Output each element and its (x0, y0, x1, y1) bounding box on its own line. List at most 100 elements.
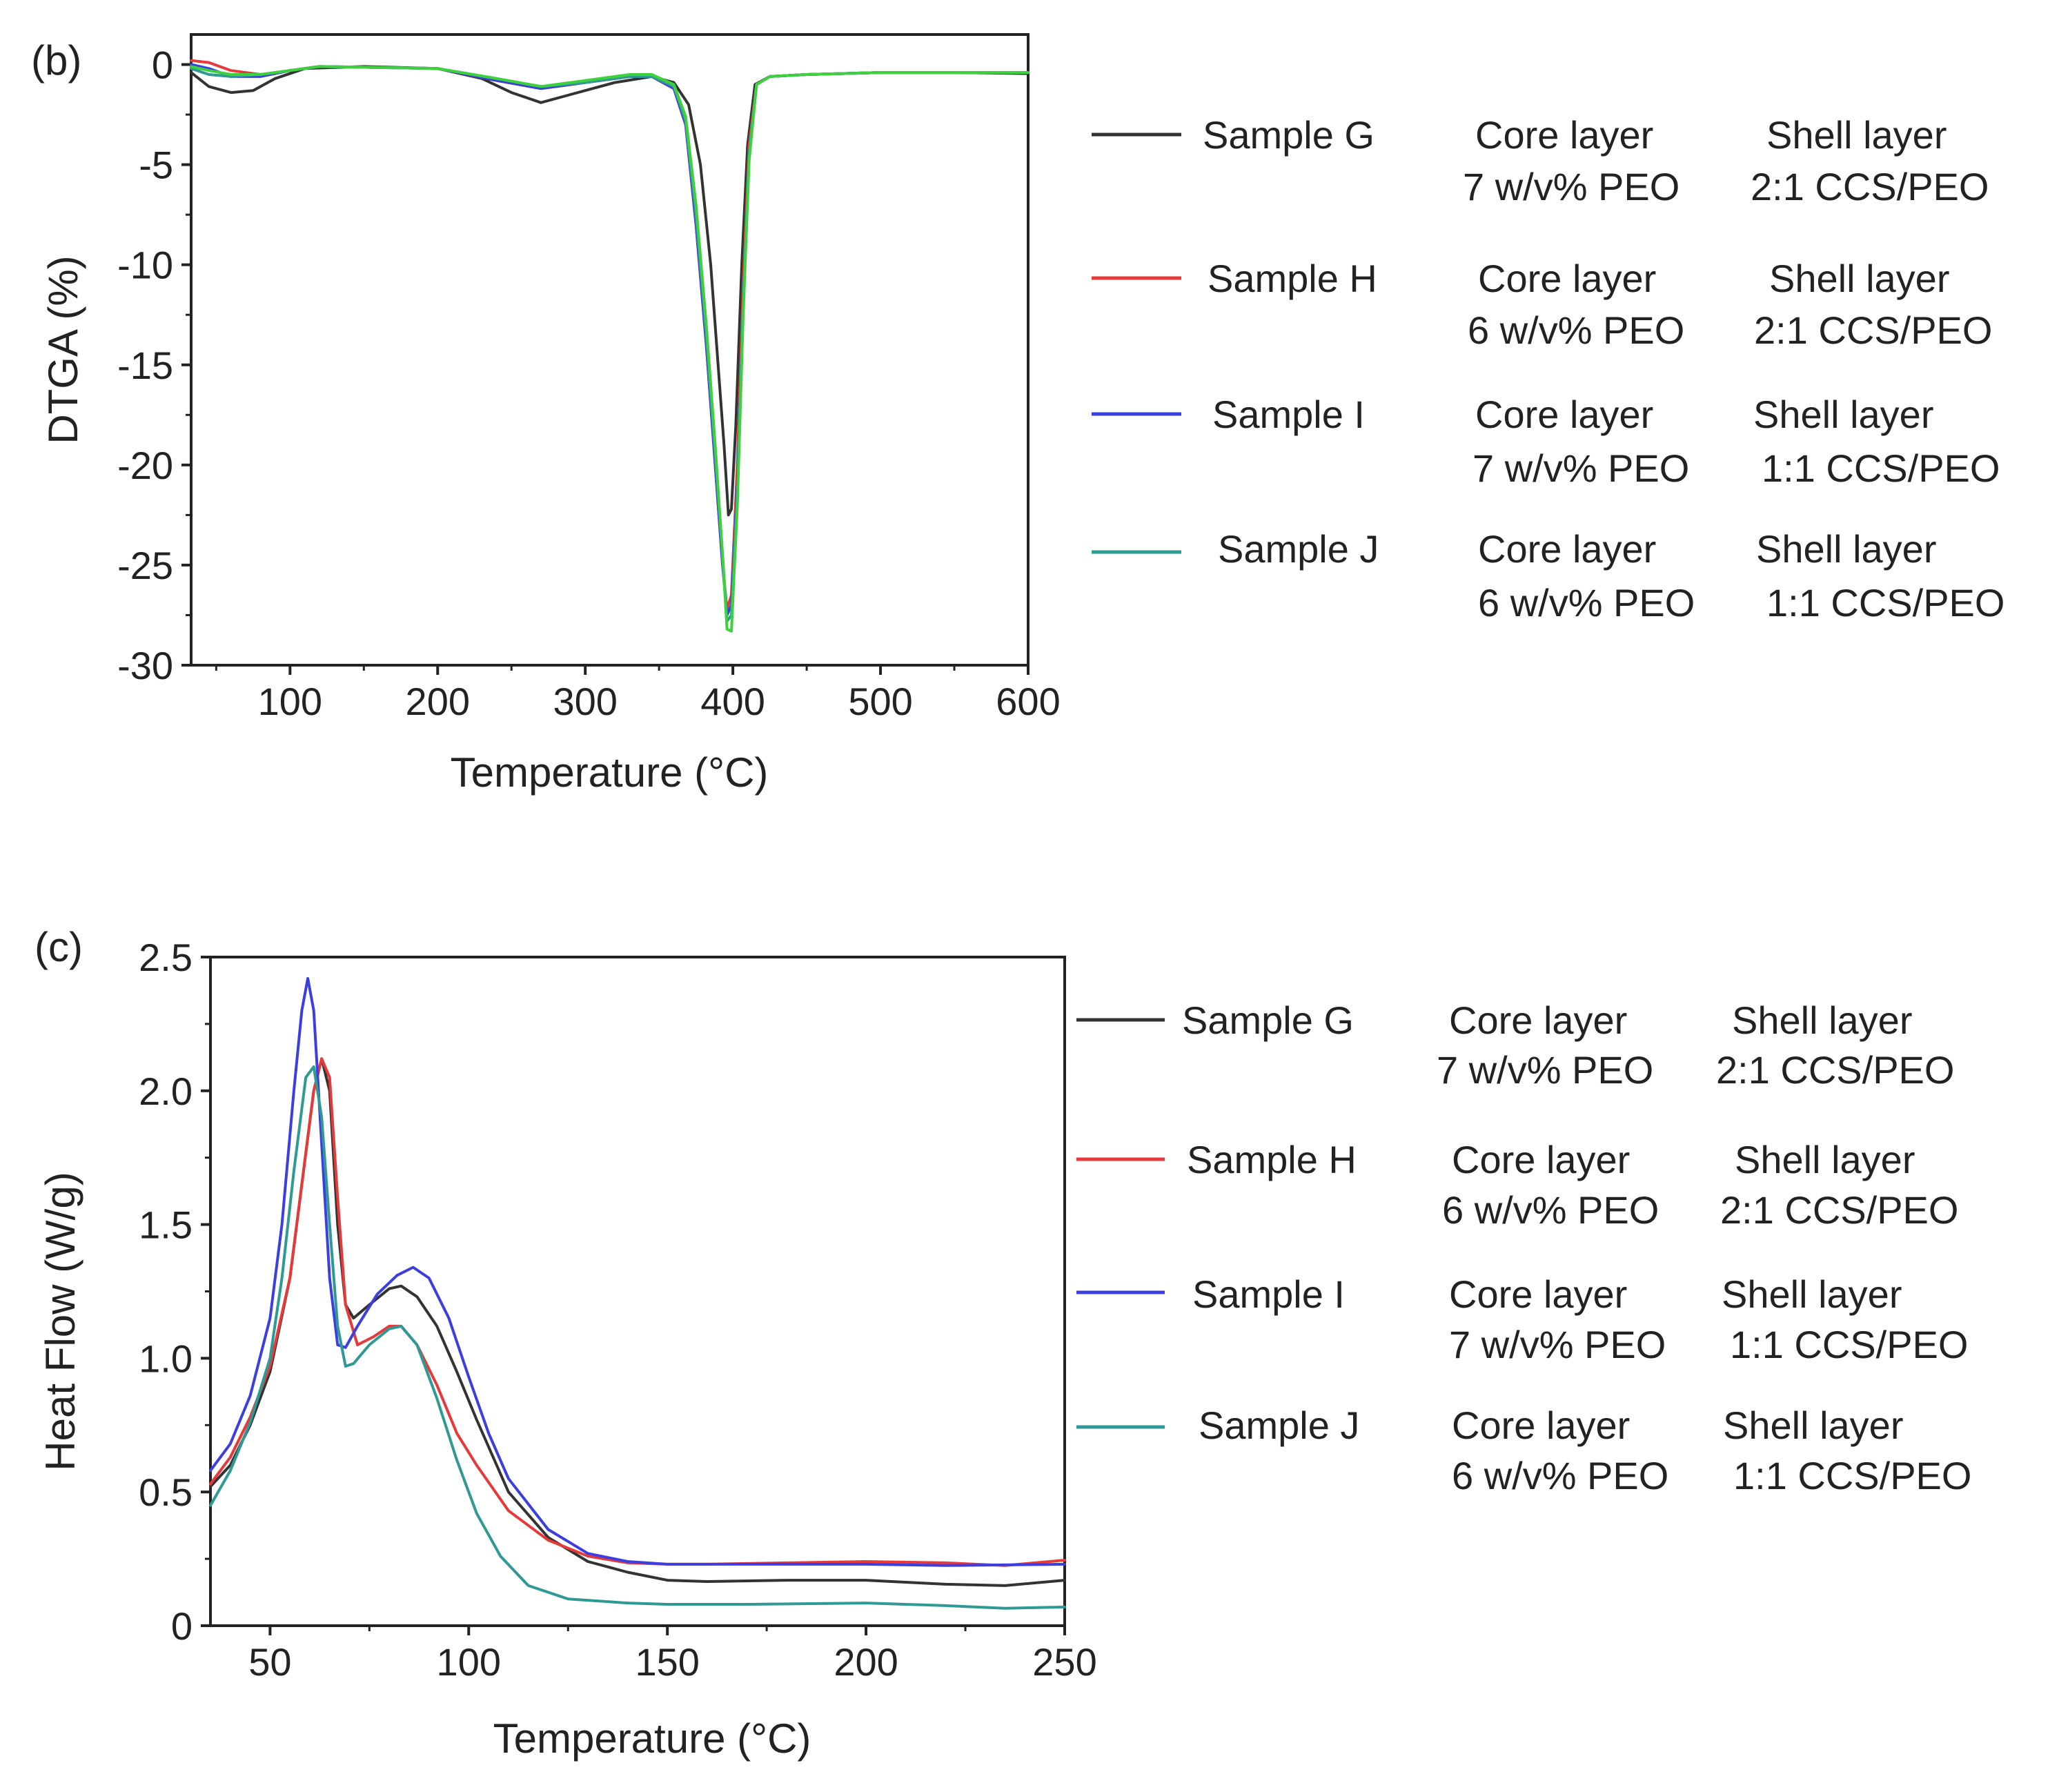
panel-b-legend-core-title: Core layer (1478, 527, 1656, 571)
panel-c-legend-core-value: 7 w/v% PEO (1437, 1048, 1653, 1092)
panel-c-plot-frame (209, 956, 1066, 1627)
panel-c-x-axis-title: Temperature (°C) (493, 1715, 811, 1762)
panel-b-y-axis: 0 -5 -10 -15 -20 -25 -30 (117, 43, 191, 687)
b-x-tick-label: 500 (848, 680, 912, 723)
panel-b-legend-core-value: 7 w/v% PEO (1463, 165, 1679, 208)
panel-b-x-axis: 100 200 300 400 500 600 (215, 665, 1061, 723)
panel-b-legend-item: Sample J Core layer 6 w/v% PEO Shell lay… (1092, 527, 2004, 624)
panel-c-series (209, 977, 1066, 1610)
panel-b-legend-item: Sample H Core layer 6 w/v% PEO Shell lay… (1092, 257, 1992, 352)
panel-c-label: (c) (35, 924, 83, 970)
panel-c-legend-shell-value: 2:1 CCS/PEO (1716, 1048, 1954, 1092)
panel-c-legend-core-value: 6 w/v% PEO (1442, 1188, 1659, 1232)
panel-b-legend-name: Sample I (1212, 393, 1365, 436)
panel-b-legend-shell-value: 2:1 CCS/PEO (1754, 308, 1992, 352)
panel-b-y-axis-title: DTGA (%) (40, 255, 86, 444)
c-y-tick-label: 2.5 (139, 936, 193, 979)
panel-c-legend-item: Sample I Core layer 7 w/v% PEO Shell lay… (1076, 1272, 1968, 1366)
panel-c-legend-name: Sample G (1182, 998, 1354, 1042)
panel-b-legend: Sample G Core layer 7 w/v% PEO Shell lay… (1092, 113, 2004, 624)
panel-c-legend-core-title: Core layer (1449, 998, 1627, 1042)
b-y-tick-label: -15 (117, 344, 173, 387)
b-y-tick-label: -25 (117, 544, 173, 587)
panel-c-legend-name: Sample J (1199, 1404, 1359, 1447)
b-x-tick-label: 400 (700, 680, 765, 723)
c-x-tick-label: 100 (437, 1640, 501, 1684)
panel-b-legend-core-value: 6 w/v% PEO (1468, 308, 1684, 352)
panel-c-legend-name: Sample I (1192, 1272, 1345, 1316)
panel-b-legend-shell-value: 2:1 CCS/PEO (1751, 165, 1989, 208)
c-x-tick-label: 150 (635, 1640, 699, 1684)
c-series-line-sample-j (209, 1065, 1066, 1610)
b-series-line-sample-j (190, 65, 1030, 623)
panel-c-legend-shell-value: 1:1 CCS/PEO (1730, 1323, 1968, 1366)
panel-c-legend-shell-title: Shell layer (1723, 1404, 1903, 1447)
panel-c-legend-shell-title: Shell layer (1722, 1272, 1902, 1316)
panel-b-legend-shell-title: Shell layer (1766, 113, 1947, 157)
panel-c-legend-core-title: Core layer (1452, 1404, 1630, 1447)
c-series-line-sample-h (209, 1057, 1066, 1567)
panel-b-legend-name: Sample G (1203, 113, 1375, 157)
panel-b-legend-core-title: Core layer (1475, 393, 1653, 436)
panel-c-legend-shell-title: Shell layer (1732, 998, 1912, 1042)
panel-c-legend-shell-title: Shell layer (1735, 1138, 1915, 1181)
panel-b-plot-frame (190, 33, 1030, 667)
panel-c-x-axis: 50 100 150 200 250 (248, 1626, 1097, 1684)
b-x-tick-label: 200 (406, 680, 470, 723)
b-x-tick-label: 600 (996, 680, 1060, 723)
b-series-line-sample-g (190, 65, 1030, 517)
c-x-tick-label: 200 (834, 1640, 898, 1684)
panel-c-legend-item: Sample G Core layer 7 w/v% PEO Shell lay… (1076, 998, 1954, 1092)
panel-b-legend-shell-title: Shell layer (1769, 257, 1949, 300)
panel-b-legend-core-title: Core layer (1475, 113, 1653, 157)
panel-b-legend-item: Sample G Core layer 7 w/v% PEO Shell lay… (1092, 113, 1989, 208)
c-y-tick-label: 2.0 (139, 1070, 193, 1113)
c-series-line-sample-i (209, 977, 1066, 1567)
b-y-tick-label: -10 (117, 244, 173, 287)
c-y-tick-label: 0.5 (139, 1470, 193, 1514)
panel-b-legend-item: Sample I Core layer 7 w/v% PEO Shell lay… (1092, 393, 2000, 490)
panel-c-legend-core-title: Core layer (1449, 1272, 1627, 1316)
panel-c-legend-core-title: Core layer (1452, 1138, 1630, 1181)
panel-b: (b) 0 -5 -10 -15 -20 -25 -30 100 200 300 400 500 60… (31, 33, 2004, 796)
b-y-tick-label: -5 (139, 144, 173, 187)
panel-b-legend-name: Sample H (1208, 257, 1377, 300)
panel-c-legend-item: Sample J Core layer 6 w/v% PEO Shell lay… (1076, 1404, 1971, 1497)
panel-b-legend-name: Sample J (1218, 527, 1379, 571)
panel-b-legend-shell-value: 1:1 CCS/PEO (1766, 581, 2004, 624)
panel-b-legend-core-value: 6 w/v% PEO (1478, 581, 1695, 624)
panel-b-legend-core-title: Core layer (1478, 257, 1656, 300)
b-series-line-sample-h (190, 59, 1030, 611)
panel-c-legend-core-value: 6 w/v% PEO (1452, 1454, 1668, 1497)
c-x-tick-label: 50 (248, 1640, 291, 1684)
b-series-line-sample-i (190, 63, 1030, 617)
c-x-tick-label: 250 (1032, 1640, 1096, 1684)
b-series-line-unlabeled-4 (190, 65, 1030, 633)
panel-c-legend-core-value: 7 w/v% PEO (1449, 1323, 1666, 1366)
panel-c-legend-item: Sample H Core layer 6 w/v% PEO Shell lay… (1076, 1138, 1958, 1232)
panel-b-x-axis-title: Temperature (°C) (451, 749, 769, 796)
panel-b-legend-shell-title: Shell layer (1753, 393, 1933, 436)
panel-b-label: (b) (31, 37, 81, 83)
c-y-tick-label: 1.0 (139, 1337, 193, 1380)
c-y-tick-label: 1.5 (139, 1203, 193, 1247)
panel-b-legend-shell-title: Shell layer (1756, 527, 1936, 571)
b-y-tick-label: 0 (152, 43, 173, 87)
panel-c-y-axis: 0 0.5 1.0 1.5 2.0 2.5 (139, 936, 210, 1648)
b-y-tick-label: -30 (117, 644, 173, 687)
c-y-tick-label: 0 (171, 1604, 193, 1648)
panel-b-series (190, 59, 1030, 633)
panel-b-legend-core-value: 7 w/v% PEO (1472, 446, 1689, 490)
panel-c-y-axis-title: Heat Flow (W/g) (37, 1172, 83, 1470)
panel-b-legend-shell-value: 1:1 CCS/PEO (1762, 446, 2000, 490)
panel-c: (c) 0 0.5 1.0 1.5 2.0 2.5 50 100 150 200 250 Temp… (35, 924, 1971, 1762)
b-x-tick-label: 100 (258, 680, 322, 723)
panel-c-legend-shell-value: 2:1 CCS/PEO (1720, 1188, 1958, 1232)
b-y-tick-label: -20 (117, 444, 173, 487)
panel-c-legend-name: Sample H (1187, 1138, 1357, 1181)
b-x-tick-label: 300 (553, 680, 617, 723)
panel-c-legend-shell-value: 1:1 CCS/PEO (1733, 1454, 1971, 1497)
panel-c-legend: Sample G Core layer 7 w/v% PEO Shell lay… (1076, 998, 1971, 1497)
